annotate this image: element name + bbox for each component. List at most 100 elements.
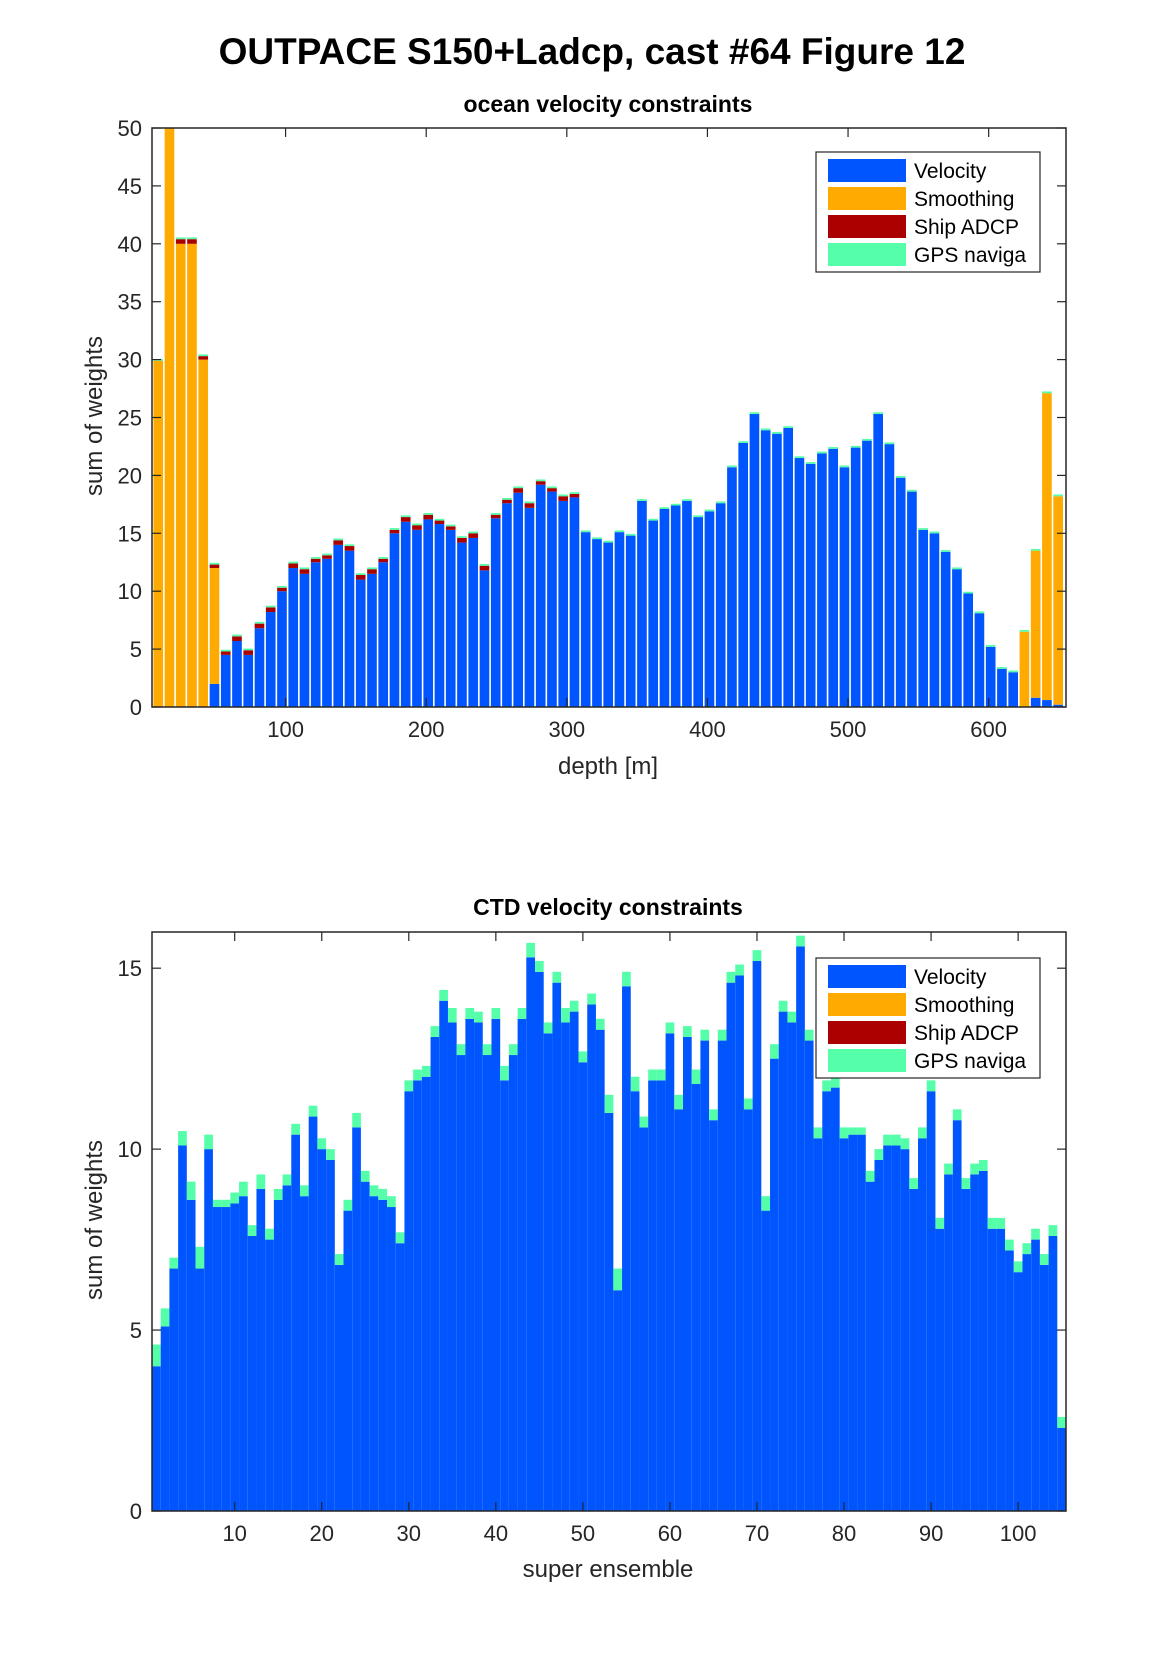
bar-velocity [299, 1196, 309, 1511]
bar-ship-adcp [502, 499, 512, 504]
bar-velocity [195, 1268, 205, 1511]
bar-gps-naviga [334, 1254, 344, 1265]
x-tick-label: 20 [310, 1521, 334, 1546]
bar-velocity [1030, 697, 1041, 707]
bar-gps-naviga [187, 237, 197, 240]
ocean-velocity-y-label: sum of weights [81, 336, 108, 496]
bar-gps-naviga [970, 1163, 979, 1175]
bar-gps-naviga [727, 465, 737, 468]
bar-velocity [578, 1062, 588, 1511]
bar-velocity [400, 521, 411, 707]
bar-velocity [693, 517, 704, 707]
bar-velocity [963, 593, 973, 707]
bar-gps-naviga [630, 1076, 640, 1092]
bar-gps-naviga [169, 1257, 179, 1269]
bar-velocity [1048, 1235, 1058, 1511]
bar-gps-naviga [299, 1185, 309, 1197]
bar-velocity [535, 971, 544, 1511]
bar-velocity [387, 1207, 396, 1511]
bar-velocity [760, 430, 771, 707]
bar-velocity [256, 1188, 266, 1511]
bar-velocity [700, 1040, 710, 1511]
bar-ship-adcp [378, 558, 389, 563]
bar-velocity [794, 458, 805, 707]
ctd-velocity-y-label: sum of weights [81, 1140, 108, 1300]
bar-velocity [804, 1040, 814, 1511]
bar-velocity [535, 484, 546, 707]
bar-gps-naviga [929, 531, 940, 534]
bar-velocity [490, 518, 501, 707]
bar-velocity [670, 505, 681, 707]
bar-gps-naviga [935, 1217, 945, 1229]
bar-gps-naviga [502, 497, 512, 500]
bar-ship-adcp [175, 239, 186, 244]
bar-velocity [558, 500, 569, 707]
bar-gps-naviga [761, 1196, 771, 1211]
bar-smoothing [164, 128, 175, 707]
bar-velocity [926, 1091, 936, 1511]
bar-gps-naviga [622, 971, 631, 987]
bar-gps-naviga [974, 611, 985, 614]
x-tick-label: 100 [267, 717, 304, 742]
y-tick-label: 40 [118, 232, 142, 257]
bar-gps-naviga [465, 1007, 475, 1019]
bar-ship-adcp [569, 493, 580, 498]
y-tick-label: 30 [118, 348, 142, 373]
bar-velocity [508, 1055, 518, 1511]
bar-gps-naviga [665, 1022, 675, 1034]
bar-gps-naviga [952, 567, 962, 570]
bar-gps-naviga [883, 1134, 892, 1146]
bar-velocity [569, 497, 580, 707]
bar-velocity [230, 1203, 240, 1511]
bar-velocity [395, 1243, 405, 1511]
bar-velocity [848, 1134, 858, 1511]
y-tick-label: 45 [118, 174, 142, 199]
bar-velocity [254, 628, 265, 707]
bar-gps-naviga [926, 1080, 936, 1092]
bar-ship-adcp [198, 356, 209, 360]
ocean-velocity-title: ocean velocity constraints [464, 91, 753, 117]
x-tick-label: 80 [832, 1521, 856, 1546]
bar-velocity [592, 539, 602, 707]
bar-velocity [857, 1134, 866, 1511]
bar-velocity [404, 1091, 414, 1511]
bar-ship-adcp [490, 514, 501, 519]
bar-gps-naviga [352, 1112, 361, 1128]
bar-velocity [1042, 700, 1052, 707]
bar-ship-adcp [513, 488, 524, 493]
bar-gps-naviga [212, 1199, 222, 1208]
bar-velocity [865, 1181, 875, 1511]
ocean-velocity-x-ticks: 100 200 300 400 500 600 [267, 128, 1007, 742]
bar-gps-naviga [265, 605, 276, 608]
x-tick-label: 400 [689, 717, 726, 742]
bar-gps-naviga [552, 971, 562, 983]
bar-ship-adcp [322, 555, 332, 559]
bar-velocity [310, 562, 321, 707]
bar-gps-naviga [674, 1094, 683, 1110]
bar-smoothing [1042, 393, 1052, 701]
bar-gps-naviga [517, 1007, 527, 1019]
bar-gps-naviga [439, 989, 448, 1001]
bar-gps-naviga [447, 1007, 457, 1023]
legend-swatch-gps [828, 243, 906, 266]
bar-gps-naviga [378, 1188, 388, 1200]
bar-velocity [445, 529, 456, 707]
bar-ship-adcp [445, 526, 456, 530]
bar-ship-adcp [434, 520, 445, 525]
bar-gps-naviga [569, 1000, 579, 1012]
bar-velocity [970, 1174, 979, 1511]
bar-velocity [1008, 672, 1018, 707]
bar-velocity [457, 542, 467, 707]
bar-velocity [178, 1145, 187, 1511]
bar-velocity [421, 1076, 431, 1511]
bar-velocity [996, 1228, 1006, 1511]
bar-gps-naviga [343, 1199, 353, 1211]
ocean-velocity-legend: Velocity Smoothing Ship ADCP GPS naviga [815, 151, 1041, 273]
bar-gps-naviga [412, 523, 422, 526]
bar-gps-naviga [333, 538, 344, 541]
bar-velocity [317, 1149, 327, 1511]
ctd-velocity-x-label: super ensemble [523, 1556, 694, 1583]
bar-velocity [209, 683, 220, 707]
bar-gps-naviga [535, 479, 546, 482]
bar-velocity [517, 1018, 527, 1511]
